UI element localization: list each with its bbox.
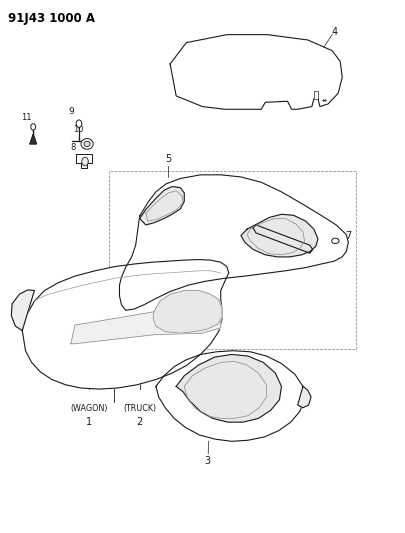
Text: 7: 7: [345, 231, 352, 240]
Circle shape: [31, 124, 36, 130]
Polygon shape: [314, 91, 318, 99]
Text: (WAGON): (WAGON): [70, 404, 108, 413]
Polygon shape: [241, 214, 318, 257]
Circle shape: [76, 120, 82, 127]
Polygon shape: [140, 187, 184, 225]
Ellipse shape: [84, 141, 90, 147]
Polygon shape: [253, 225, 313, 253]
Polygon shape: [153, 290, 222, 333]
Polygon shape: [30, 134, 36, 144]
Polygon shape: [71, 310, 221, 344]
Text: 10: 10: [73, 125, 83, 134]
Text: (TRUCK): (TRUCK): [123, 404, 156, 413]
Text: 91J43 1000 A: 91J43 1000 A: [8, 12, 95, 25]
Text: 3: 3: [204, 456, 211, 466]
Polygon shape: [298, 386, 311, 408]
Text: 11: 11: [21, 112, 31, 122]
Text: 2: 2: [136, 417, 143, 427]
Ellipse shape: [81, 139, 93, 149]
Text: 4: 4: [331, 27, 337, 37]
Ellipse shape: [332, 238, 339, 244]
Polygon shape: [22, 260, 229, 389]
Text: 9: 9: [69, 107, 75, 116]
Polygon shape: [176, 354, 281, 422]
Polygon shape: [11, 290, 34, 330]
Circle shape: [82, 157, 88, 166]
Text: 1: 1: [86, 417, 92, 427]
Polygon shape: [170, 35, 342, 109]
Polygon shape: [156, 351, 305, 441]
Text: 8: 8: [70, 143, 76, 152]
Polygon shape: [76, 154, 92, 168]
Polygon shape: [119, 175, 348, 310]
Text: 5: 5: [165, 154, 171, 164]
Text: 6: 6: [308, 218, 314, 228]
